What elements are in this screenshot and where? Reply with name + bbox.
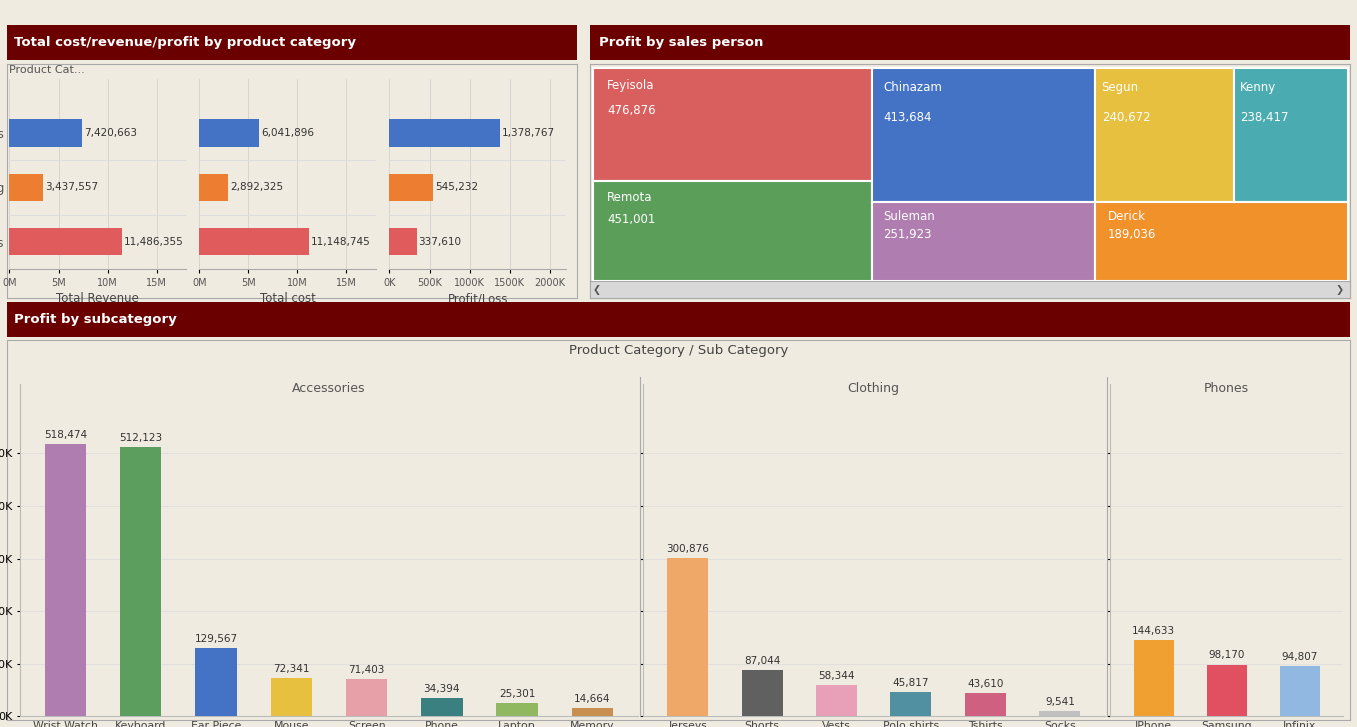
Text: 98,170: 98,170 bbox=[1209, 651, 1244, 660]
Text: ❮: ❮ bbox=[593, 285, 601, 294]
Bar bbox=[199, 119, 259, 147]
Text: Remota: Remota bbox=[607, 191, 653, 204]
Bar bbox=[9, 174, 43, 201]
Text: 300,876: 300,876 bbox=[666, 544, 710, 554]
Text: 34,394: 34,394 bbox=[423, 684, 460, 694]
X-axis label: Total cost: Total cost bbox=[259, 292, 316, 305]
Bar bbox=[45, 443, 87, 716]
Bar bbox=[389, 228, 417, 255]
Text: 251,923: 251,923 bbox=[883, 228, 932, 241]
Text: 14,664: 14,664 bbox=[574, 694, 611, 704]
Text: 545,232: 545,232 bbox=[436, 182, 479, 193]
Text: Clothing: Clothing bbox=[848, 382, 900, 395]
Text: 87,044: 87,044 bbox=[744, 656, 780, 666]
Text: Derick: Derick bbox=[1107, 210, 1145, 223]
Text: 6,041,896: 6,041,896 bbox=[261, 128, 313, 138]
Text: 518,474: 518,474 bbox=[43, 430, 87, 440]
Text: 43,610: 43,610 bbox=[968, 679, 1004, 689]
Text: 512,123: 512,123 bbox=[119, 433, 163, 443]
Text: Accessories: Accessories bbox=[292, 382, 365, 395]
Bar bbox=[965, 693, 1006, 716]
Bar bbox=[346, 678, 387, 716]
Bar bbox=[9, 228, 122, 255]
Text: 9,541: 9,541 bbox=[1045, 697, 1075, 707]
Text: 25,301: 25,301 bbox=[499, 688, 535, 699]
Bar bbox=[742, 670, 783, 716]
Text: Feyisola: Feyisola bbox=[607, 79, 654, 92]
Text: 451,001: 451,001 bbox=[607, 213, 655, 226]
Text: 58,344: 58,344 bbox=[818, 671, 855, 681]
Text: 476,876: 476,876 bbox=[607, 104, 655, 117]
Text: 3,437,557: 3,437,557 bbox=[45, 182, 99, 193]
Bar bbox=[1133, 640, 1174, 716]
Bar bbox=[119, 447, 161, 716]
Text: Phones: Phones bbox=[1204, 382, 1250, 395]
Text: Product Category / Sub Category: Product Category / Sub Category bbox=[569, 344, 788, 357]
Text: 413,684: 413,684 bbox=[883, 111, 932, 124]
Text: ❯: ❯ bbox=[1337, 285, 1345, 294]
Text: Total cost/revenue/profit by product category: Total cost/revenue/profit by product cat… bbox=[14, 36, 356, 49]
Bar bbox=[389, 174, 433, 201]
Bar bbox=[497, 703, 537, 716]
Bar bbox=[421, 698, 463, 716]
Text: 7,420,663: 7,420,663 bbox=[84, 128, 137, 138]
Text: 45,817: 45,817 bbox=[893, 678, 930, 688]
Text: Product Cat...: Product Cat... bbox=[9, 65, 85, 75]
Bar bbox=[199, 228, 309, 255]
X-axis label: Profit/Loss: Profit/Loss bbox=[448, 292, 508, 305]
Text: 337,610: 337,610 bbox=[419, 237, 461, 246]
Text: Profit by subcategory: Profit by subcategory bbox=[14, 313, 176, 326]
Bar bbox=[389, 119, 499, 147]
Bar bbox=[1039, 711, 1080, 716]
Text: 11,486,355: 11,486,355 bbox=[125, 237, 185, 246]
Text: 238,417: 238,417 bbox=[1240, 111, 1289, 124]
Text: 189,036: 189,036 bbox=[1107, 228, 1156, 241]
Bar bbox=[890, 692, 931, 716]
Text: 11,148,745: 11,148,745 bbox=[311, 237, 370, 246]
Bar bbox=[1280, 667, 1320, 716]
Bar bbox=[9, 119, 83, 147]
Text: 2,892,325: 2,892,325 bbox=[229, 182, 284, 193]
Text: Profit by sales person: Profit by sales person bbox=[600, 36, 764, 49]
Text: 129,567: 129,567 bbox=[194, 634, 237, 644]
Text: Chinazam: Chinazam bbox=[883, 81, 942, 94]
X-axis label: Total Revenue: Total Revenue bbox=[56, 292, 140, 305]
Bar bbox=[571, 708, 613, 716]
Bar bbox=[1206, 664, 1247, 716]
Text: 240,672: 240,672 bbox=[1102, 111, 1151, 124]
Text: 1,378,767: 1,378,767 bbox=[502, 128, 555, 138]
Bar bbox=[199, 174, 228, 201]
Text: 72,341: 72,341 bbox=[273, 664, 309, 674]
Text: Kenny: Kenny bbox=[1240, 81, 1276, 94]
Text: 94,807: 94,807 bbox=[1281, 652, 1318, 662]
Bar bbox=[270, 678, 312, 716]
Text: 144,633: 144,633 bbox=[1132, 626, 1175, 636]
Text: 71,403: 71,403 bbox=[349, 664, 385, 675]
Bar bbox=[816, 686, 858, 716]
Bar bbox=[195, 648, 236, 716]
Bar bbox=[668, 558, 708, 716]
Text: Segun: Segun bbox=[1102, 81, 1139, 94]
Text: Suleman: Suleman bbox=[883, 210, 935, 223]
